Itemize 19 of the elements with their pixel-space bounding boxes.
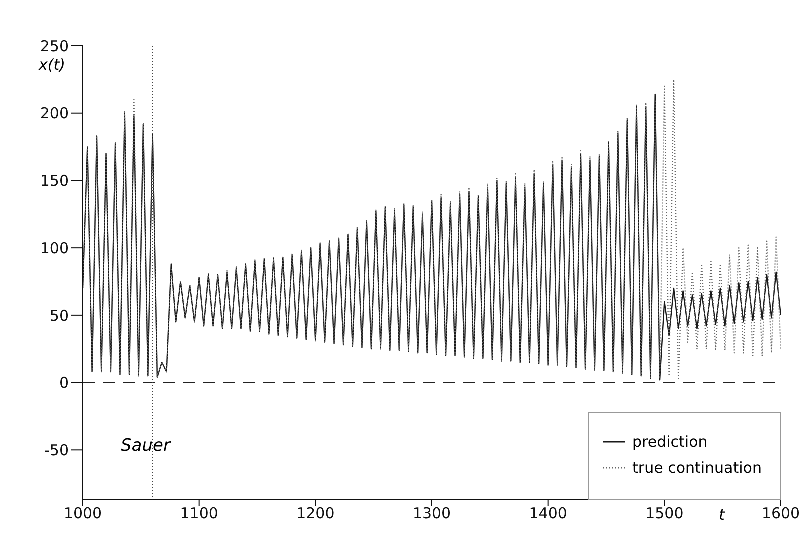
y-tick-label: 100 bbox=[40, 239, 69, 258]
x-tick-label: 1400 bbox=[529, 504, 568, 523]
x-tick-label: 1100 bbox=[180, 504, 218, 523]
y-tick-label: 200 bbox=[40, 104, 69, 123]
y-tick-label: 250 bbox=[40, 37, 69, 56]
y-tick-label: 0 bbox=[59, 374, 69, 392]
legend-label: prediction bbox=[632, 433, 708, 451]
annotation: Sauer bbox=[121, 436, 170, 456]
x-tick-label: 1200 bbox=[296, 504, 335, 523]
x-tick-label: 1600 bbox=[762, 504, 800, 523]
x-tick-label: 1500 bbox=[646, 504, 684, 523]
y-tick-label: 50 bbox=[50, 306, 69, 325]
legend-label: true continuation bbox=[632, 459, 762, 477]
y-tick-label: 150 bbox=[40, 172, 69, 190]
x-tick-label: 1000 bbox=[64, 504, 102, 523]
x-axis-title: t bbox=[719, 506, 725, 524]
y-axis-title: x(t) bbox=[39, 56, 66, 74]
x-tick-label: 1300 bbox=[412, 504, 452, 523]
y-tick-label: -50 bbox=[44, 441, 69, 460]
